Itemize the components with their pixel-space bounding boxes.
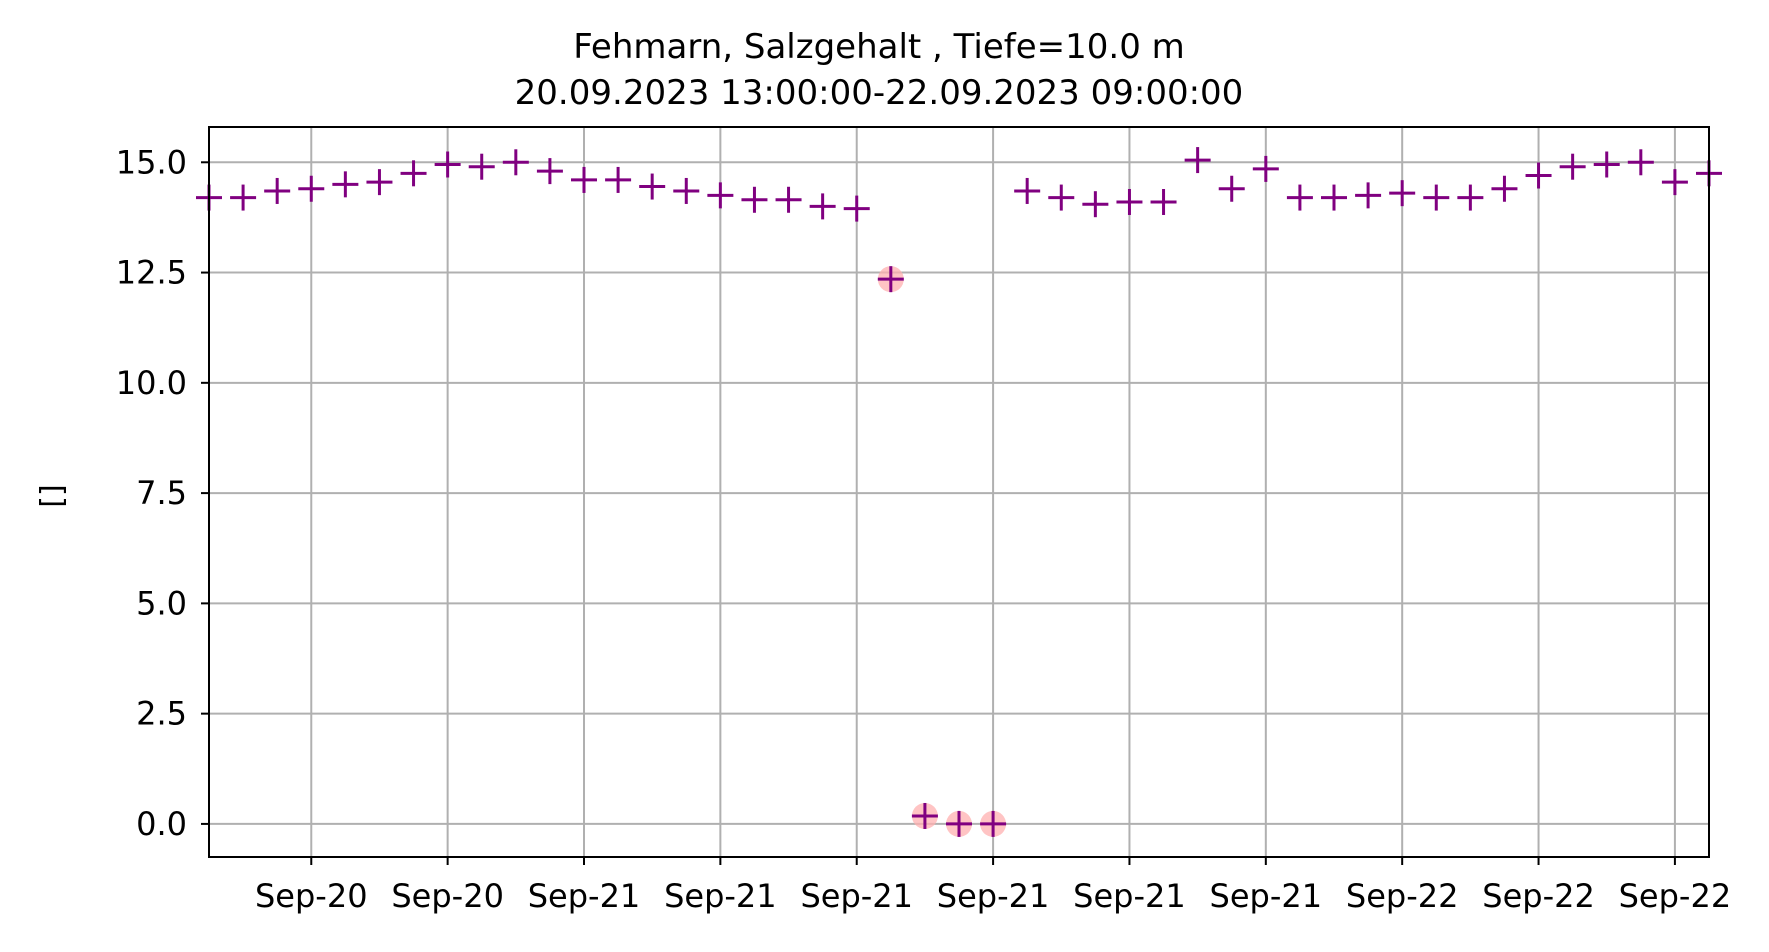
data-point [775, 186, 802, 213]
data-point [366, 169, 393, 196]
data-point [298, 175, 325, 202]
data-point [877, 266, 904, 293]
y-tick-label: 10.0 [116, 364, 187, 402]
data-point [843, 195, 870, 222]
y-tick-label: 12.5 [116, 254, 187, 292]
data-point [1491, 175, 1518, 202]
data-point [980, 810, 1007, 837]
x-tick-label: Sep-21 [664, 877, 777, 915]
x-tick-label: Sep-21 [528, 877, 641, 915]
x-tick-label: Sep-21 [1073, 877, 1186, 915]
data-point [1627, 149, 1654, 176]
data-point [468, 153, 495, 180]
x-tick-label: Sep-21 [937, 877, 1050, 915]
data-point [332, 171, 359, 198]
data-point [230, 184, 257, 211]
data-point [707, 182, 734, 209]
chart-title: Fehmarn, Salzgehalt , Tiefe=10.0 m [573, 27, 1185, 67]
y-tick-label: 7.5 [136, 474, 187, 512]
axis-ticks: 0.0 2.5 5.0 7.5 10.0 12.5 15.0 Sep-20 Sep-20 Sep-… [116, 143, 1731, 915]
data-point [809, 193, 836, 220]
data-point [741, 186, 768, 213]
data-point [1184, 147, 1211, 174]
data-point [1559, 153, 1586, 180]
data-point [1116, 188, 1143, 215]
y-tick-label: 0.0 [136, 805, 187, 843]
y-axis-label: [] [35, 484, 70, 507]
plot-frame [208, 126, 1710, 858]
data-point [1389, 180, 1416, 207]
data-point [639, 173, 666, 200]
data-point [1423, 184, 1450, 211]
chart-subtitle: 20.09.2023 13:00:00-22.09.2023 09:00:00 [515, 73, 1244, 113]
data-point [946, 810, 972, 837]
x-tick-label: Sep-22 [1346, 877, 1459, 915]
data-point [1321, 184, 1347, 211]
data-point [434, 151, 461, 178]
data-point [264, 177, 291, 204]
x-tick-label: Sep-21 [1210, 877, 1323, 915]
data-point [502, 149, 529, 176]
data-point [400, 160, 427, 187]
data-point [605, 166, 632, 193]
x-tick-label: Sep-22 [1619, 877, 1732, 915]
data-point [1593, 151, 1620, 178]
data-point [1150, 188, 1177, 215]
flagged-points [877, 266, 1007, 837]
x-tick-label: Sep-21 [800, 877, 913, 915]
data-point [1525, 162, 1552, 189]
y-tick-label: 2.5 [136, 695, 187, 733]
data-point [536, 158, 563, 185]
data-point [1252, 155, 1279, 182]
data-point [1014, 177, 1041, 204]
data-point [1048, 184, 1075, 211]
y-tick-label: 15.0 [116, 143, 187, 181]
data-point [1661, 169, 1688, 196]
grid [209, 127, 1709, 857]
y-tick-label: 5.0 [136, 584, 187, 622]
x-tick-label: Sep-20 [391, 877, 504, 915]
x-tick-label: Sep-20 [255, 877, 368, 915]
data-point [1286, 184, 1313, 211]
data-points [196, 147, 1722, 837]
data-point [1355, 182, 1382, 209]
data-point [1082, 191, 1109, 218]
data-point [1218, 175, 1245, 202]
data-point [1457, 184, 1484, 211]
data-point [571, 166, 597, 193]
x-tick-label: Sep-22 [1482, 877, 1595, 915]
data-point [911, 802, 938, 829]
data-point [673, 177, 700, 204]
